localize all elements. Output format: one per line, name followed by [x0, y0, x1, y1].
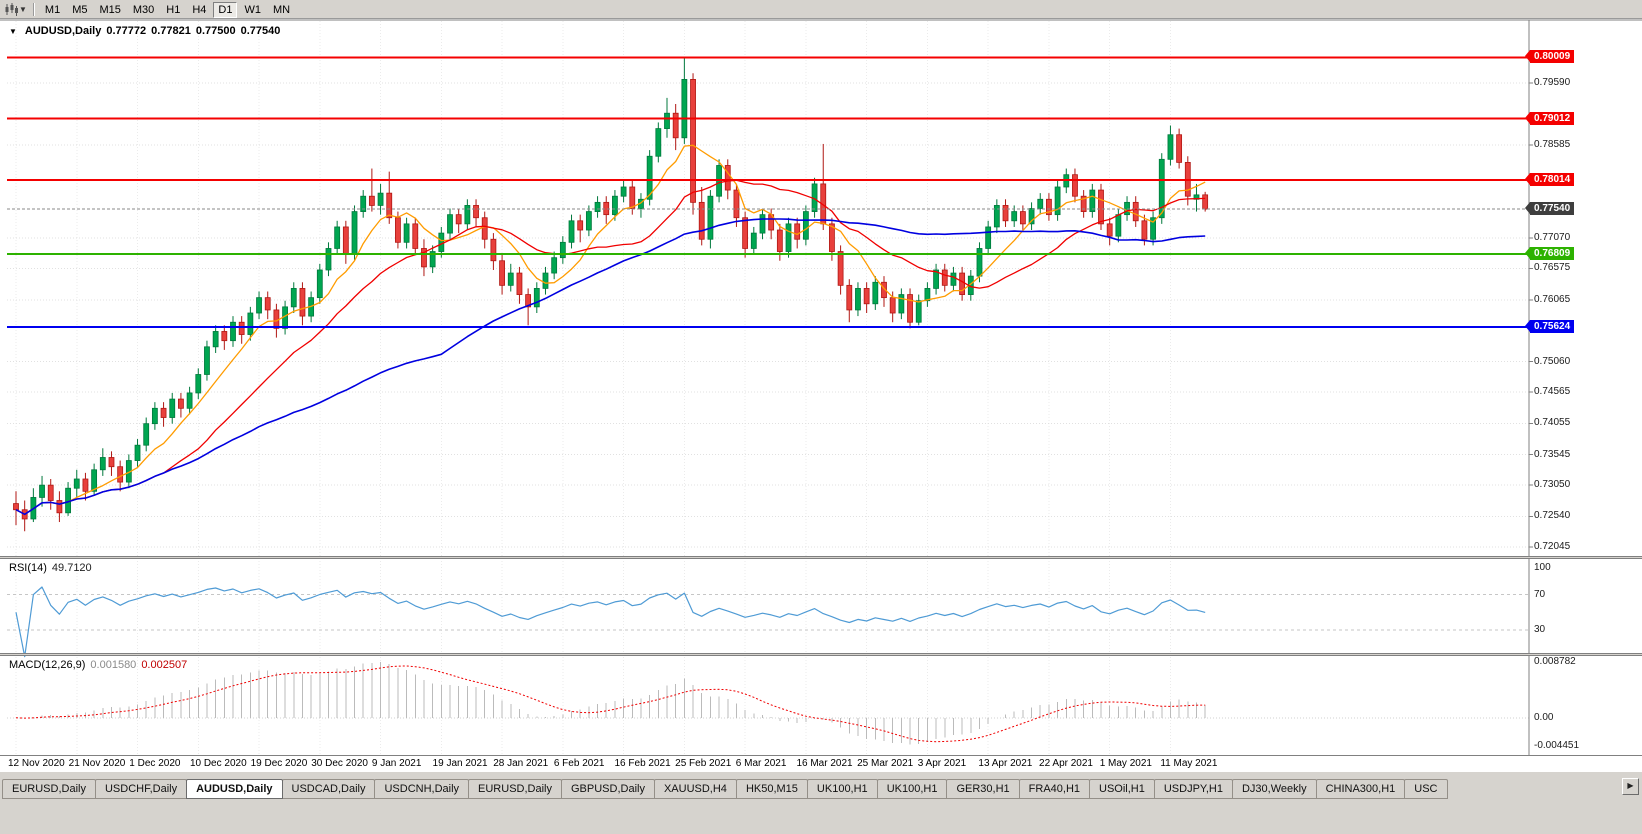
chart-tab-CHINA300-H1[interactable]: CHINA300,H1: [1315, 779, 1406, 799]
time-axis-label: 3 Apr 2021: [917, 758, 967, 769]
chart-tab-UK100-H1[interactable]: UK100,H1: [806, 779, 878, 799]
time-axis-label: 10 Dec 2020: [189, 758, 247, 769]
macd-signal-value: 0.002507: [141, 659, 188, 671]
time-axis-label: 25 Feb 2021: [675, 758, 732, 769]
chart-type-icon[interactable]: [4, 2, 18, 16]
time-axis-label: 16 Mar 2021: [796, 758, 853, 769]
rsi-value: 49.7120: [51, 562, 92, 574]
time-axis-label: 19 Dec 2020: [250, 758, 308, 769]
chart-tab-USOil-H1[interactable]: USOil,H1: [1089, 779, 1155, 799]
time-axis-label: 30 Dec 2020: [311, 758, 368, 769]
pane-splitter[interactable]: [0, 653, 1642, 656]
time-axis: 12 Nov 2020 21 Nov 2020 1 Dec 2020 10 Dec 2…: [0, 755, 1642, 772]
moving-average-line-7: [15, 144, 1206, 515]
timeframe-button-H4[interactable]: H4: [192, 4, 207, 16]
high-value: 0.77821: [151, 25, 191, 37]
chart-tab-UK100-H1[interactable]: UK100,H1: [876, 779, 948, 799]
time-axis-label: 13 Apr 2021: [978, 758, 1033, 769]
macd-main-value: 0.001580: [90, 659, 137, 671]
time-axis-label: 28 Jan 2021: [493, 758, 549, 769]
toolbar-separator: [32, 2, 35, 16]
chart-tab-USDCHF-Daily[interactable]: USDCHF,Daily: [94, 779, 188, 799]
moving-average-line-18: [15, 179, 1206, 515]
chart-background[interactable]: [0, 20, 1642, 771]
chart-title: ▼ AUDUSD,Daily 0.77772 0.77821 0.77500 0.7754…: [9, 25, 280, 37]
chart-tab-USDJPY-H1[interactable]: USDJPY,H1: [1153, 779, 1233, 799]
time-axis-label: 25 Mar 2021: [857, 758, 914, 769]
rsi-line: [15, 586, 1206, 658]
chart-tab-XAUUSD-H4[interactable]: XAUUSD,H4: [653, 779, 737, 799]
low-value: 0.77500: [195, 25, 236, 37]
time-axis-label: 6 Mar 2021: [735, 758, 787, 769]
timeframe-buttons-group: M1 M5 M15 M30 H1 H4 D1 W1 MN: [39, 0, 296, 18]
chart-tab-USDCNH-Daily[interactable]: USDCNH,Daily: [374, 779, 470, 799]
macd-label: MACD(12,26,9) 0.001580 0.002507: [9, 659, 187, 671]
timeframe-button-M5[interactable]: M5: [72, 4, 88, 16]
time-axis-label: 6 Feb 2021: [553, 758, 605, 769]
macd-signal-line: [15, 665, 1206, 743]
chart-tab-FRA40-H1[interactable]: FRA40,H1: [1018, 779, 1091, 799]
chart-tab-USDCAD-Daily[interactable]: USDCAD,Daily: [281, 779, 376, 799]
time-axis-label: 11 May 2021: [1160, 758, 1218, 769]
time-axis-label: 9 Jan 2021: [371, 758, 422, 769]
timeframe-button-D1[interactable]: D1: [213, 2, 238, 18]
timeframe-button-H1[interactable]: H1: [166, 4, 181, 16]
timeframe-button-M30[interactable]: M30: [132, 4, 155, 16]
timeframe-button-M1[interactable]: M1: [44, 4, 61, 16]
chart-tabs-bar: EURUSD,Daily USDCHF,Daily AUDUSD,Daily USDC…: [0, 771, 1642, 834]
chart-tab-AUDUSD-Daily[interactable]: AUDUSD,Daily: [186, 779, 283, 799]
pane-splitter[interactable]: [0, 556, 1642, 559]
tabs-scroll-right-button[interactable]: ▶: [1622, 778, 1639, 795]
chart-tab-GBPUSD-Daily[interactable]: GBPUSD,Daily: [561, 779, 655, 799]
macd-histogram: [24, 661, 1206, 745]
time-axis-label: 1 Dec 2020: [129, 758, 181, 769]
timeframe-button-MN[interactable]: MN: [272, 4, 291, 16]
time-axis-label: 1 May 2021: [1099, 758, 1152, 769]
open-value: 0.77772: [106, 25, 147, 37]
time-axis-label: 19 Jan 2021: [432, 758, 488, 769]
chart-tab-HK50-M15[interactable]: HK50,M15: [735, 779, 808, 799]
timeframe-button-W1[interactable]: W1: [244, 4, 261, 16]
time-axis-label: 16 Feb 2021: [614, 758, 671, 769]
rsi-label: RSI(14) 49.7120: [9, 562, 92, 574]
chart-tab-DJ30-Weekly[interactable]: DJ30,Weekly: [1231, 779, 1317, 799]
symbol-period-label: AUDUSD,Daily: [24, 25, 102, 37]
macd-name: MACD(12,26,9): [9, 659, 86, 671]
time-axis-label: 12 Nov 2020: [8, 758, 65, 769]
chart-tab-USC[interactable]: USC: [1404, 779, 1448, 799]
timeframe-button-M15[interactable]: M15: [99, 4, 121, 16]
caret-down-icon[interactable]: ▼: [19, 4, 27, 14]
chart-tab-GER30-H1[interactable]: GER30,H1: [946, 779, 1020, 799]
chart-tabs: EURUSD,Daily USDCHF,Daily AUDUSD,Daily USDC…: [0, 772, 1642, 799]
rsi-name: RSI(14): [9, 562, 47, 574]
chart-tab-EURUSD-Daily[interactable]: EURUSD,Daily: [2, 779, 96, 799]
triangle-down-icon[interactable]: ▼: [9, 27, 17, 36]
time-axis-label: 22 Apr 2021: [1039, 758, 1093, 769]
chart-tab-EURUSD-Daily[interactable]: EURUSD,Daily: [468, 779, 562, 799]
moving-average-line-50: [15, 218, 1206, 516]
time-axis-label: 21 Nov 2020: [68, 758, 126, 769]
close-value: 0.77540: [240, 25, 281, 37]
timeframe-toolbar: ▼ M1 M5 M15 M30 H1 H4 D1 W1 MN: [0, 0, 1642, 19]
